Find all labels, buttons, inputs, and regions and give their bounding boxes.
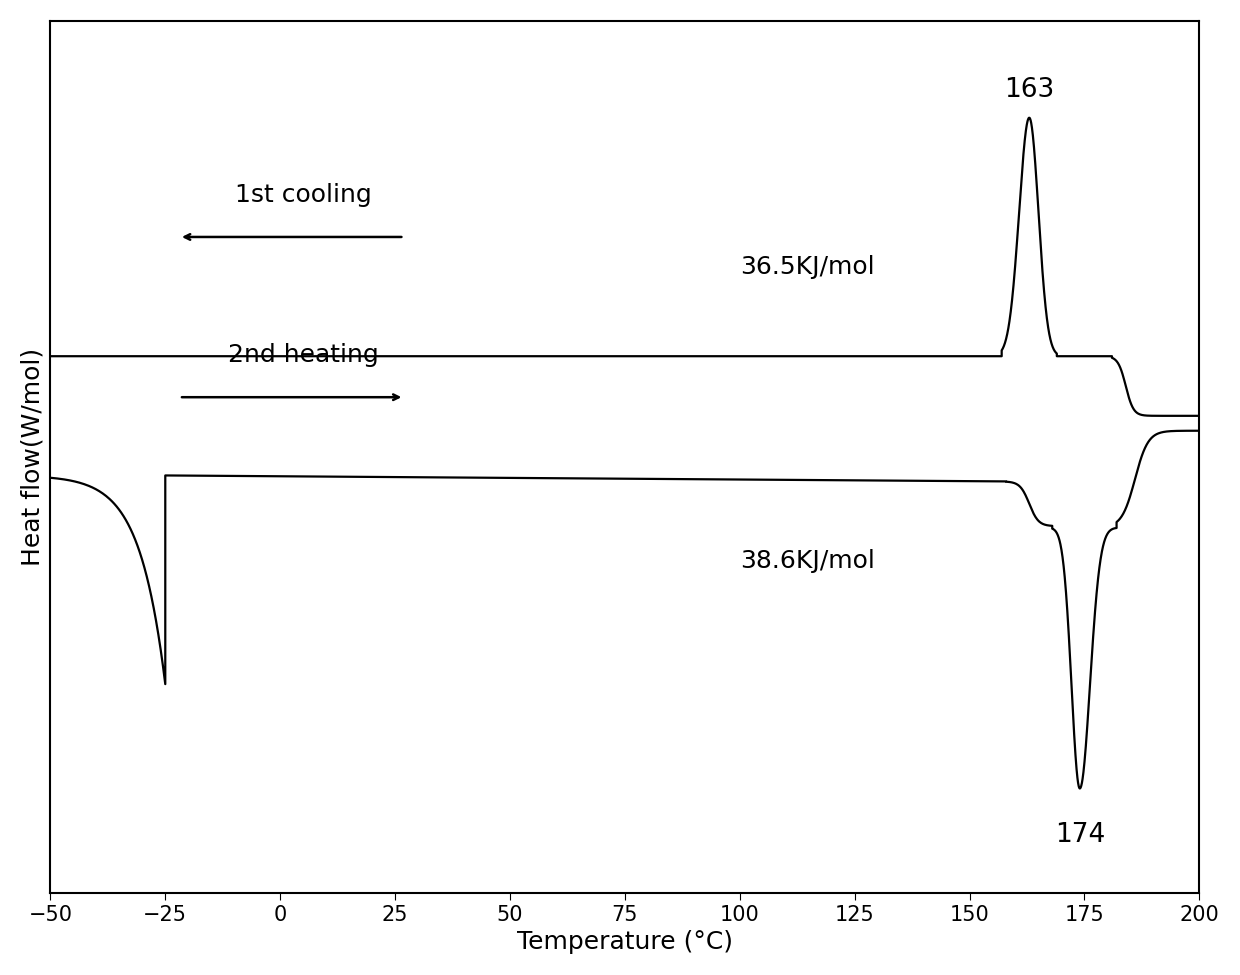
Text: 36.5KJ/mol: 36.5KJ/mol — [740, 254, 874, 279]
Text: 163: 163 — [1004, 77, 1054, 102]
Y-axis label: Heat flow(W/mol): Heat flow(W/mol) — [21, 348, 45, 566]
Text: 2nd heating: 2nd heating — [228, 343, 378, 368]
Text: 38.6KJ/mol: 38.6KJ/mol — [740, 549, 874, 573]
X-axis label: Temperature (°C): Temperature (°C) — [517, 930, 733, 955]
Text: 1st cooling: 1st cooling — [234, 183, 372, 207]
Text: 174: 174 — [1055, 822, 1105, 848]
